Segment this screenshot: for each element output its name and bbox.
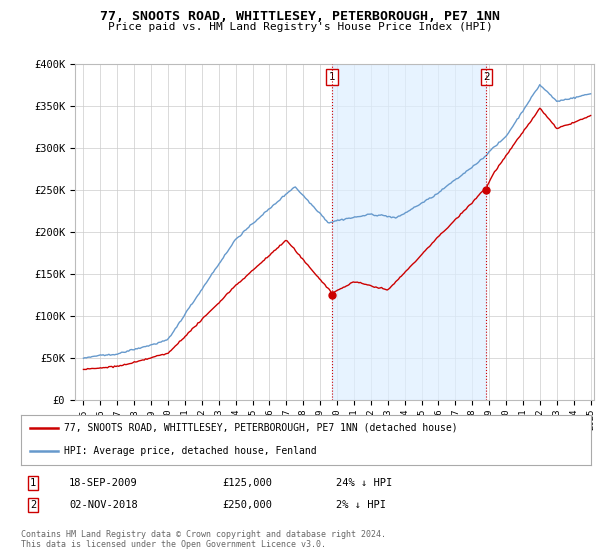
Text: 18-SEP-2009: 18-SEP-2009 <box>69 478 138 488</box>
Bar <box>332 64 487 400</box>
Point <box>482 186 491 195</box>
Text: £125,000: £125,000 <box>222 478 272 488</box>
Text: 2: 2 <box>483 72 490 82</box>
Text: 1: 1 <box>30 478 36 488</box>
Point <box>328 291 337 300</box>
Text: £250,000: £250,000 <box>222 500 272 510</box>
Text: 1: 1 <box>329 72 335 82</box>
Text: 77, SNOOTS ROAD, WHITTLESEY, PETERBOROUGH, PE7 1NN (detached house): 77, SNOOTS ROAD, WHITTLESEY, PETERBOROUG… <box>64 422 457 432</box>
Text: Contains HM Land Registry data © Crown copyright and database right 2024.
This d: Contains HM Land Registry data © Crown c… <box>21 530 386 549</box>
Text: 77, SNOOTS ROAD, WHITTLESEY, PETERBOROUGH, PE7 1NN: 77, SNOOTS ROAD, WHITTLESEY, PETERBOROUG… <box>100 10 500 23</box>
Text: 2% ↓ HPI: 2% ↓ HPI <box>336 500 386 510</box>
Text: 02-NOV-2018: 02-NOV-2018 <box>69 500 138 510</box>
Text: HPI: Average price, detached house, Fenland: HPI: Average price, detached house, Fenl… <box>64 446 316 456</box>
Text: 24% ↓ HPI: 24% ↓ HPI <box>336 478 392 488</box>
Text: Price paid vs. HM Land Registry's House Price Index (HPI): Price paid vs. HM Land Registry's House … <box>107 22 493 32</box>
Text: 2: 2 <box>30 500 36 510</box>
